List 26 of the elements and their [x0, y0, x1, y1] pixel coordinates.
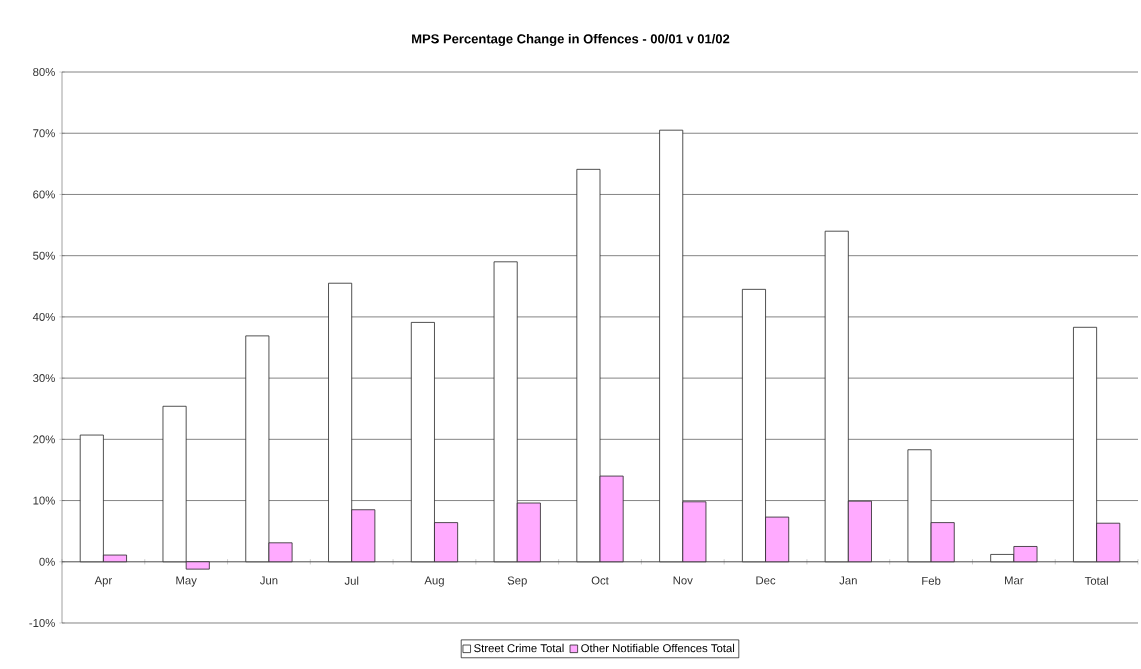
- y-tick-label: 70%: [33, 129, 55, 138]
- y-tick-label: 40%: [32, 312, 55, 321]
- x-tick-label: May: [176, 576, 197, 587]
- x-tick-label: Apr: [94, 576, 113, 587]
- y-tick-label: 20%: [33, 435, 55, 444]
- legend-label: Other Notifiable Offences Total: [581, 643, 735, 653]
- x-tick-label: Feb: [922, 576, 941, 585]
- y-tick-label: 10%: [33, 496, 55, 505]
- legend-label: Street Crime Total: [474, 643, 564, 653]
- y-tick-label: -10%: [29, 619, 55, 628]
- x-tick-label: Oct: [591, 576, 609, 585]
- x-tick-label: Dec: [756, 576, 776, 585]
- y-tick-label: 60%: [33, 190, 55, 199]
- y-tick-label: 50%: [33, 251, 55, 260]
- x-tick-label: Jan: [839, 576, 857, 585]
- x-tick-label: Aug: [424, 576, 444, 587]
- x-tick-label: Nov: [673, 576, 693, 585]
- chart-title: MPS Percentage Change in Offences - 00/01 v 01/02: [412, 33, 730, 47]
- x-tick-label: Jun: [259, 576, 278, 585]
- y-tick-label: 0%: [39, 557, 55, 566]
- x-tick-label: Sep: [507, 576, 527, 587]
- x-tick-label: Jul: [344, 576, 359, 585]
- y-tick-label: 30%: [33, 374, 55, 383]
- x-tick-label: Mar: [1005, 576, 1024, 585]
- x-tick-label: Total: [1084, 576, 1108, 585]
- y-tick-label: 80%: [33, 68, 55, 77]
